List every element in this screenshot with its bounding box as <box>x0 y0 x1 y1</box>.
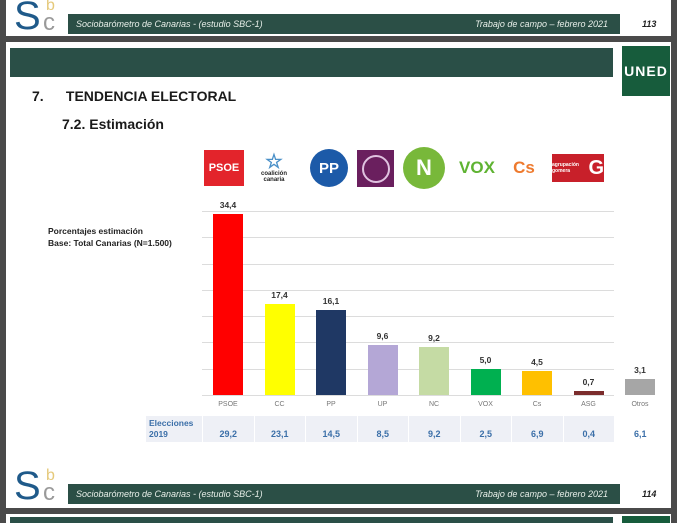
gridline <box>202 211 614 212</box>
bar-nc <box>419 346 449 395</box>
x-axis-label: CC <box>274 401 285 408</box>
section-title: 7. TENDENCIA ELECTORAL <box>32 88 237 104</box>
elections-cell: 14,5 <box>305 416 357 442</box>
bar-cc <box>264 303 295 395</box>
bar-cs <box>522 371 552 395</box>
gridline <box>202 316 614 318</box>
bar-otros <box>625 378 655 395</box>
bar-value-label: 17,4 <box>271 289 288 300</box>
cc-logo: ☆ coalición canaria <box>260 151 287 183</box>
study-name: Sociobarómetro de Canarias - (estudio SB… <box>76 19 263 29</box>
elections-cell: 23,1 <box>253 416 306 442</box>
elections-label: Elecciones 2019 <box>149 418 194 439</box>
sbc-logo: S b c <box>14 464 55 508</box>
elections-2019-row: Elecciones 2019 29,2 23,1 14,5 8,5 9,2 2,5 6,9… <box>146 416 647 442</box>
bar-chart: 34,4 PSOE 17,4 CC 16,1 PP 9,6 UP 9,2 NC 5,0 VOX 4,5 C… <box>202 200 655 408</box>
circle-icon <box>361 154 390 183</box>
base-note: Porcentajes estimación Base: Total Canar… <box>48 226 172 248</box>
x-axis-label: VOX <box>478 401 493 408</box>
bar-value-label: 9,6 <box>376 330 389 341</box>
x-axis-label: UP <box>377 401 388 408</box>
bar-psoe <box>213 214 243 395</box>
bar-value-label: 4,5 <box>531 357 543 368</box>
elections-cell: 6,9 <box>511 416 563 442</box>
gridline <box>202 395 614 396</box>
bar-up <box>367 344 398 395</box>
x-axis-label: NC <box>428 401 440 408</box>
bar-value-label: 0,7 <box>582 377 595 388</box>
star-icon: ☆ <box>265 151 283 173</box>
gridline <box>202 289 614 291</box>
up-logo <box>357 150 394 187</box>
page-number: 114 <box>642 489 657 499</box>
fieldwork-date: Trabajo de campo – febrero 2021 <box>475 489 608 499</box>
pp-logo: PP <box>310 149 348 187</box>
previous-page-footer: S b c Sociobarómetro de Canarias - (estu… <box>6 0 671 38</box>
next-page-edge <box>6 514 671 523</box>
slide-page: UNED 7. TENDENCIA ELECTORAL 7.2. Estimac… <box>6 42 671 452</box>
elections-cell: 9,2 <box>408 416 460 442</box>
footer-bar: Sociobarómetro de Canarias - (estudio SB… <box>68 14 620 34</box>
gridline <box>202 368 614 370</box>
bar-value-label: 34,4 <box>219 200 237 211</box>
uned-logo: UNED <box>622 46 670 96</box>
elections-cell: 0,4 <box>562 416 615 442</box>
bar-pp <box>316 310 346 395</box>
gridline <box>202 237 614 239</box>
elections-cell: 6,1 <box>614 416 666 442</box>
elections-cell: 8,5 <box>356 416 409 442</box>
bar-value-label: 16,1 <box>322 296 340 307</box>
page-number: 113 <box>642 19 657 29</box>
x-axis-label: ASG <box>581 401 596 408</box>
nc-logo: N <box>403 147 445 189</box>
psoe-logo: PSOE <box>204 150 244 186</box>
bar-value-label: 5,0 <box>479 354 492 365</box>
header-band <box>10 48 613 77</box>
x-axis-label: PP <box>326 401 336 408</box>
gridline <box>202 342 614 344</box>
sbc-logo: S b c <box>14 0 55 38</box>
elections-cell: 2,5 <box>459 416 512 442</box>
page-footer: S b c Sociobarómetro de Canarias - (estu… <box>6 452 671 508</box>
bar-asg <box>573 391 604 395</box>
bar-value-label: 9,2 <box>428 332 440 343</box>
bar-vox <box>470 368 501 395</box>
x-axis-label: PSOE <box>218 401 238 408</box>
x-axis-label: Cs <box>532 401 542 408</box>
subsection-title: 7.2. Estimación <box>62 116 164 132</box>
fieldwork-date: Trabajo de campo – febrero 2021 <box>475 19 608 29</box>
asg-logo: agrupación gomera G <box>552 154 604 182</box>
footer-bar: Sociobarómetro de Canarias - (estudio SB… <box>68 484 620 504</box>
cs-logo: Cs <box>513 158 535 177</box>
study-name: Sociobarómetro de Canarias - (estudio SB… <box>76 489 263 499</box>
vox-logo: VOX <box>459 158 495 177</box>
x-axis-label: Otros <box>631 401 649 408</box>
elections-cell: 29,2 <box>202 416 254 442</box>
bar-value-label: 3,1 <box>634 364 646 375</box>
gridline <box>202 263 614 265</box>
